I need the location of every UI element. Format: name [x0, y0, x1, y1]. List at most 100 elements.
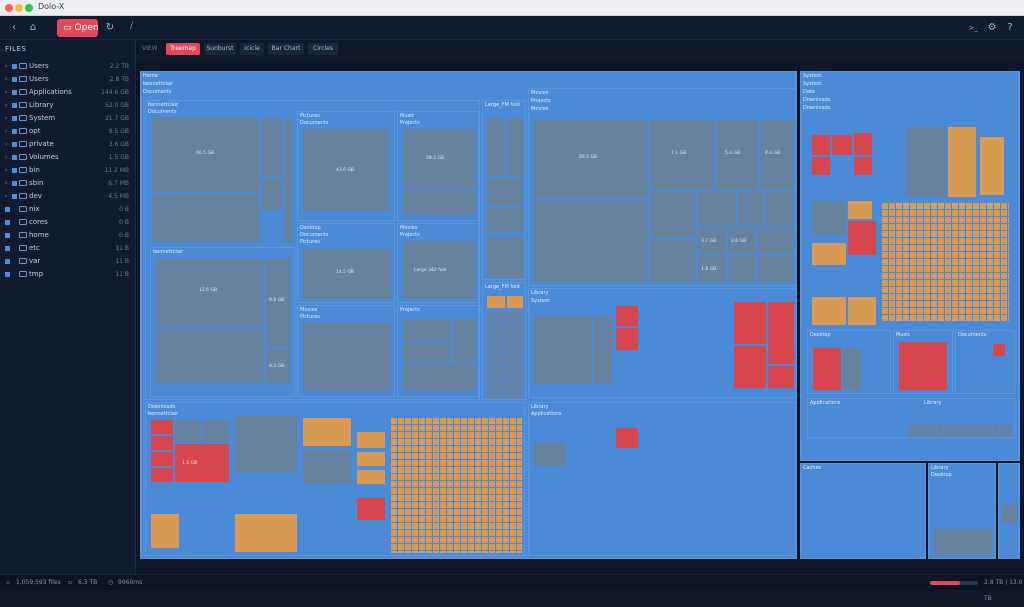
treemap-file[interactable]	[697, 227, 727, 255]
treemap-file-cluster[interactable]	[933, 480, 993, 504]
treemap-file[interactable]	[533, 441, 567, 467]
treemap-file-media[interactable]	[234, 513, 298, 553]
treemap-folder-pictures[interactable]: Pictures Documents 43.6 GB	[297, 111, 395, 221]
chevron-right-icon[interactable]: ›	[5, 115, 8, 122]
treemap-file[interactable]	[697, 191, 737, 227]
treemap-file[interactable]	[174, 419, 202, 443]
sidebar-item[interactable]: › private 3.6 GB	[0, 138, 136, 151]
sidebar-item[interactable]: › Users 2.8 TB	[0, 73, 136, 86]
treemap-file-cluster[interactable]	[659, 473, 795, 553]
sidebar-item[interactable]: › bin 11.2 MB	[0, 164, 136, 177]
treemap-file[interactable]	[486, 177, 524, 207]
sidebar-item[interactable]: › opt 8.5 GB	[0, 125, 136, 138]
refresh-icon[interactable]: ↻	[105, 22, 115, 33]
treemap-file[interactable]	[933, 528, 993, 556]
treemap-file[interactable]	[757, 255, 795, 283]
treemap-file-hot[interactable]	[767, 301, 795, 365]
sidebar-item[interactable]: › System 21.7 GB	[0, 112, 136, 125]
treemap-file[interactable]	[402, 128, 476, 190]
treemap-file[interactable]	[649, 119, 715, 191]
treemap-folder-system[interactable]: System System Data Downloads Downloads D…	[800, 71, 1020, 461]
chevron-right-icon[interactable]: ›	[5, 89, 8, 96]
treemap-file[interactable]	[402, 240, 476, 300]
treemap-file[interactable]	[593, 315, 613, 385]
treemap-file[interactable]	[151, 193, 261, 243]
treemap-folder-music[interactable]: Music Projects 28.4 GB	[397, 111, 479, 221]
treemap-file[interactable]	[533, 315, 593, 385]
treemap-file-media[interactable]	[356, 431, 386, 449]
back-icon[interactable]: ‹	[12, 22, 16, 33]
treemap-file-media[interactable]	[979, 136, 1005, 196]
treemap-file[interactable]	[302, 322, 392, 392]
sidebar-item[interactable]: home 0 B	[0, 229, 136, 242]
treemap-file[interactable]	[402, 318, 452, 342]
treemap-file[interactable]	[649, 191, 697, 239]
treemap-file-hot[interactable]	[356, 497, 386, 521]
tab-icicle[interactable]: Icicle	[240, 43, 264, 55]
treemap-folder-projects[interactable]: Projects	[397, 305, 479, 397]
treemap-folder-music-system[interactable]: Music	[893, 330, 953, 394]
treemap-file-hot[interactable]	[615, 327, 639, 351]
chevron-right-icon[interactable]: ›	[5, 102, 8, 109]
treemap-file-cluster[interactable]	[821, 476, 921, 556]
treemap-file-hot[interactable]	[733, 301, 767, 345]
treemap-file-hot[interactable]	[150, 451, 174, 467]
chevron-right-icon[interactable]: ›	[5, 128, 8, 135]
treemap-file[interactable]	[452, 318, 476, 362]
treemap-file[interactable]	[765, 191, 795, 227]
treemap-file-media[interactable]	[811, 296, 847, 326]
chevron-right-icon[interactable]: ›	[5, 167, 8, 174]
treemap-file[interactable]	[402, 190, 476, 216]
minimize-window-button[interactable]	[15, 4, 23, 12]
treemap-folder-downloads[interactable]: Downloads bennettclair 1.5 GB	[145, 402, 525, 556]
tab-bar-chart[interactable]: Bar Chart	[268, 43, 304, 55]
treemap-file-hot[interactable]	[898, 341, 948, 391]
treemap-folder-home[interactable]: Home bennettclair Documents bennettclair…	[140, 71, 797, 559]
tab-treemap[interactable]: Treemap	[166, 43, 200, 55]
treemap-folder-desktop[interactable]: Desktop Documents Pictures 14.5 GB	[297, 223, 395, 303]
treemap-file[interactable]	[283, 117, 293, 243]
treemap-file[interactable]	[506, 117, 524, 177]
treemap-folder-user[interactable]: bennettclair 12.6 GB 9.8 GB 8.3 GB	[150, 247, 295, 397]
open-button[interactable]: ▭ Open	[57, 19, 99, 37]
treemap-folder-large-files[interactable]: Large_FM fold	[482, 100, 526, 280]
settings-icon[interactable]: ⚙	[987, 22, 997, 33]
treemap-folder-applications[interactable]: Applications Library	[807, 398, 1015, 438]
treemap-file-hot[interactable]	[847, 220, 877, 256]
treemap-file-cluster[interactable]	[533, 473, 643, 553]
close-window-button[interactable]	[5, 4, 13, 12]
sidebar-item[interactable]: cores 0 B	[0, 216, 136, 229]
treemap-folder-documents[interactable]: bennettclair Documents 66.5 GB Pictures …	[145, 100, 480, 400]
treemap-file[interactable]	[905, 126, 947, 198]
treemap-folder-library-right[interactable]: Library Desktop	[928, 463, 996, 559]
treemap-file-hot[interactable]	[174, 443, 230, 483]
treemap-file[interactable]	[302, 449, 352, 485]
treemap-file-hot[interactable]	[853, 156, 873, 176]
treemap-file-hot[interactable]	[150, 435, 174, 451]
treemap-file-hot[interactable]	[811, 134, 831, 156]
treemap-file-hot[interactable]	[150, 419, 174, 435]
treemap-folder-library[interactable]: Library Applications	[528, 402, 796, 556]
treemap-file-hot[interactable]	[853, 132, 873, 156]
treemap-file[interactable]	[486, 235, 524, 279]
tab-circles[interactable]: Circles	[308, 43, 338, 55]
treemap-file-media[interactable]	[847, 296, 877, 326]
treemap-file-cluster[interactable]	[486, 311, 524, 399]
treemap-file-hot[interactable]	[812, 347, 842, 391]
treemap-folder-docs-system[interactable]: Documents	[955, 330, 1015, 394]
treemap-file-media[interactable]	[947, 126, 977, 198]
treemap-folder-movies-2[interactable]: Movies Pictures	[297, 305, 395, 397]
treemap-file-hot[interactable]	[733, 345, 767, 389]
treemap-file[interactable]	[842, 347, 862, 391]
treemap-file[interactable]	[1001, 504, 1019, 524]
chevron-right-icon[interactable]: ›	[5, 193, 8, 200]
sidebar-item[interactable]: › sbin 6.7 MB	[0, 177, 136, 190]
treemap-file[interactable]	[151, 117, 261, 193]
treemap-file[interactable]	[715, 119, 759, 191]
treemap-file[interactable]	[302, 128, 390, 212]
treemap-file-media[interactable]	[847, 200, 873, 220]
treemap-file[interactable]	[649, 239, 697, 283]
sidebar-item[interactable]: › Library 52.0 GB	[0, 99, 136, 112]
treemap-file[interactable]	[757, 227, 795, 255]
sidebar-item[interactable]: nix 0 B	[0, 203, 136, 216]
